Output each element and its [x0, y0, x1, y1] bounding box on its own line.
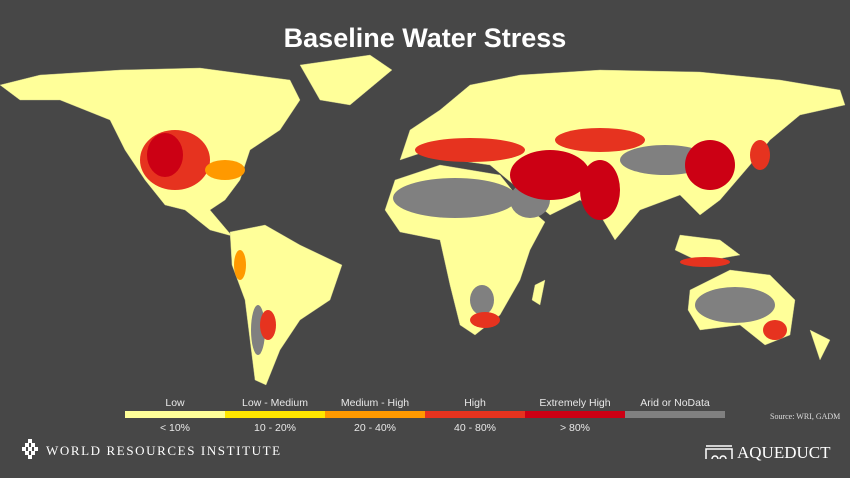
aqueduct-logo: [705, 445, 733, 460]
legend-label: Low: [165, 397, 185, 409]
source: Source: WRI, GADM: [770, 412, 840, 421]
legend-label: Low - Medium: [242, 397, 308, 409]
legend: Low < 10% Low - Medium 10 - 20% Medium - Hig…: [125, 397, 725, 434]
footer-right: AQUEDUCT: [737, 443, 831, 462]
legend-swatch: [625, 411, 725, 418]
legend-range: < 10%: [160, 422, 190, 434]
legend-range: 40 - 80%: [454, 422, 496, 434]
legend-swatch: [525, 411, 625, 418]
legend-swatch: [425, 411, 525, 418]
legend-label: Arid or NoData: [640, 397, 710, 409]
legend-range: > 80%: [560, 422, 590, 434]
wri-logo: [22, 439, 38, 459]
legend-label: Medium - High: [341, 397, 409, 409]
legend-swatch: [125, 411, 225, 418]
footer-left: WORLD RESOURCES INSTITUTE: [46, 443, 282, 458]
legend-swatch: [325, 411, 425, 418]
legend-swatch: [225, 411, 325, 418]
legend-label: High: [464, 397, 486, 409]
legend-range: 10 - 20%: [254, 422, 296, 434]
world-map: [0, 54, 846, 386]
title: Baseline Water Stress: [284, 23, 567, 53]
legend-label: Extremely High: [539, 397, 610, 409]
legend-range: 20 - 40%: [354, 422, 396, 434]
